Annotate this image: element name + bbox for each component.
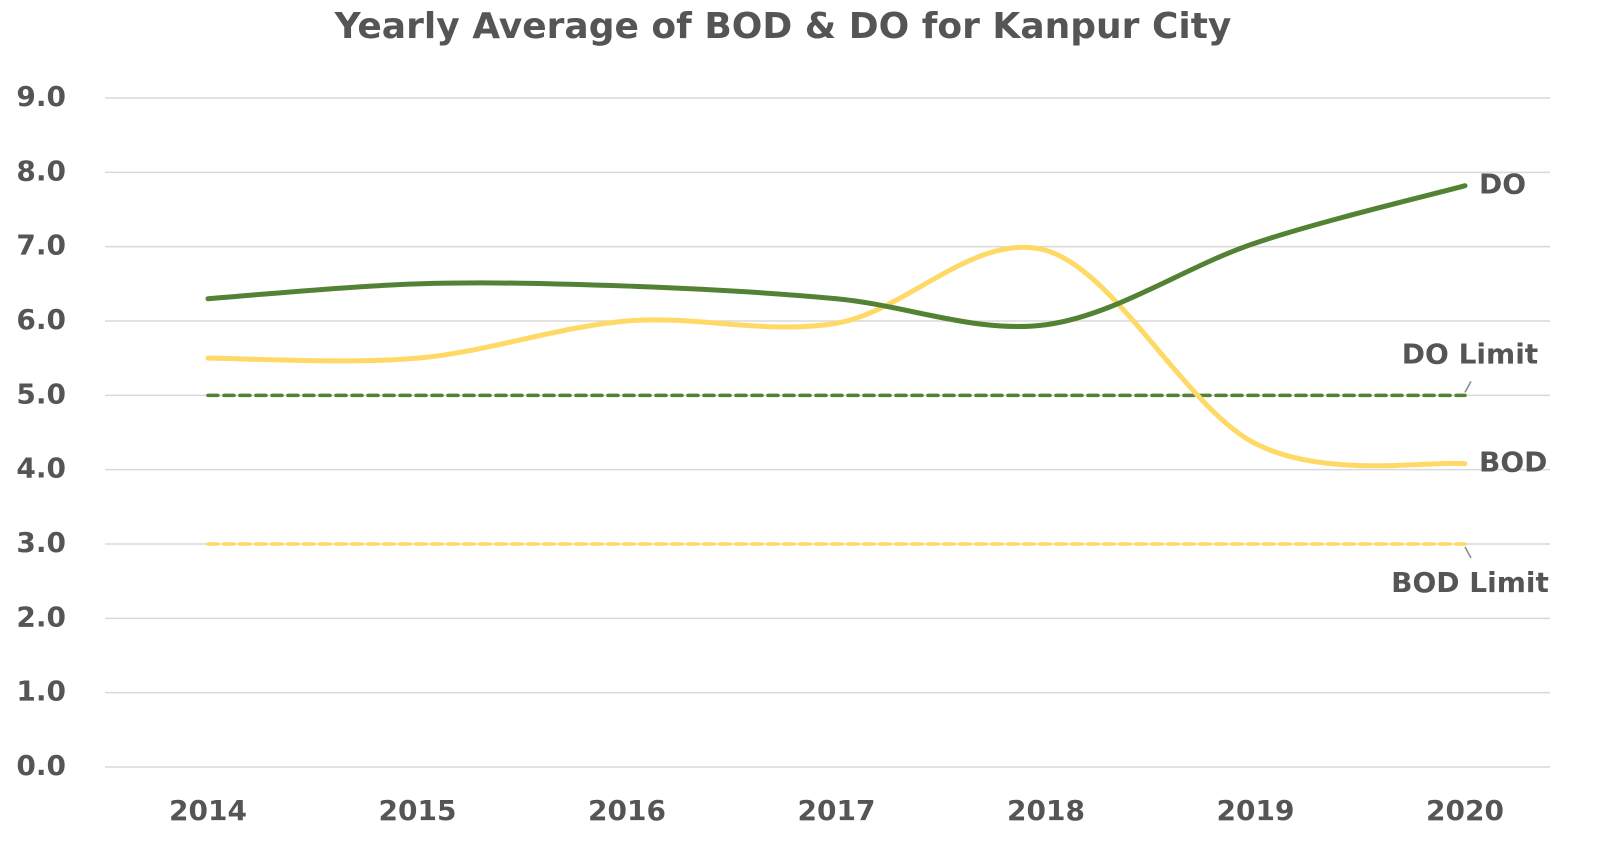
series-line bbox=[205, 244, 1468, 469]
chart-title: Yearly Average of BOD & DO for Kanpur Ci… bbox=[334, 6, 1232, 47]
x-tick-label: 2020 bbox=[1426, 794, 1504, 827]
x-tick-label: 2017 bbox=[798, 794, 876, 827]
x-tick-label: 2015 bbox=[379, 794, 457, 827]
x-tick-label: 2019 bbox=[1217, 794, 1295, 827]
series-label: BOD Limit bbox=[1391, 566, 1549, 599]
y-tick-label: 8.0 bbox=[16, 154, 66, 187]
y-tick-label: 1.0 bbox=[16, 675, 66, 708]
leader-line bbox=[1464, 546, 1472, 559]
x-tick-label: 2014 bbox=[169, 794, 247, 827]
x-tick-label: 2018 bbox=[1007, 794, 1085, 827]
y-tick-label: 4.0 bbox=[16, 452, 66, 485]
y-tick-label: 5.0 bbox=[16, 377, 66, 410]
leader-line bbox=[1464, 380, 1472, 393]
series-label: DO Limit bbox=[1402, 337, 1538, 370]
y-tick-label: 6.0 bbox=[16, 303, 66, 336]
y-tick-label: 7.0 bbox=[16, 229, 66, 262]
series-label: BOD bbox=[1479, 446, 1547, 479]
series-line bbox=[205, 183, 1468, 330]
y-tick-label: 2.0 bbox=[16, 600, 66, 633]
y-tick-label: 3.0 bbox=[16, 526, 66, 559]
y-tick-label: 9.0 bbox=[16, 80, 66, 113]
y-tick-label: 0.0 bbox=[16, 749, 66, 782]
series-label: DO bbox=[1479, 168, 1526, 201]
x-tick-label: 2016 bbox=[588, 794, 666, 827]
